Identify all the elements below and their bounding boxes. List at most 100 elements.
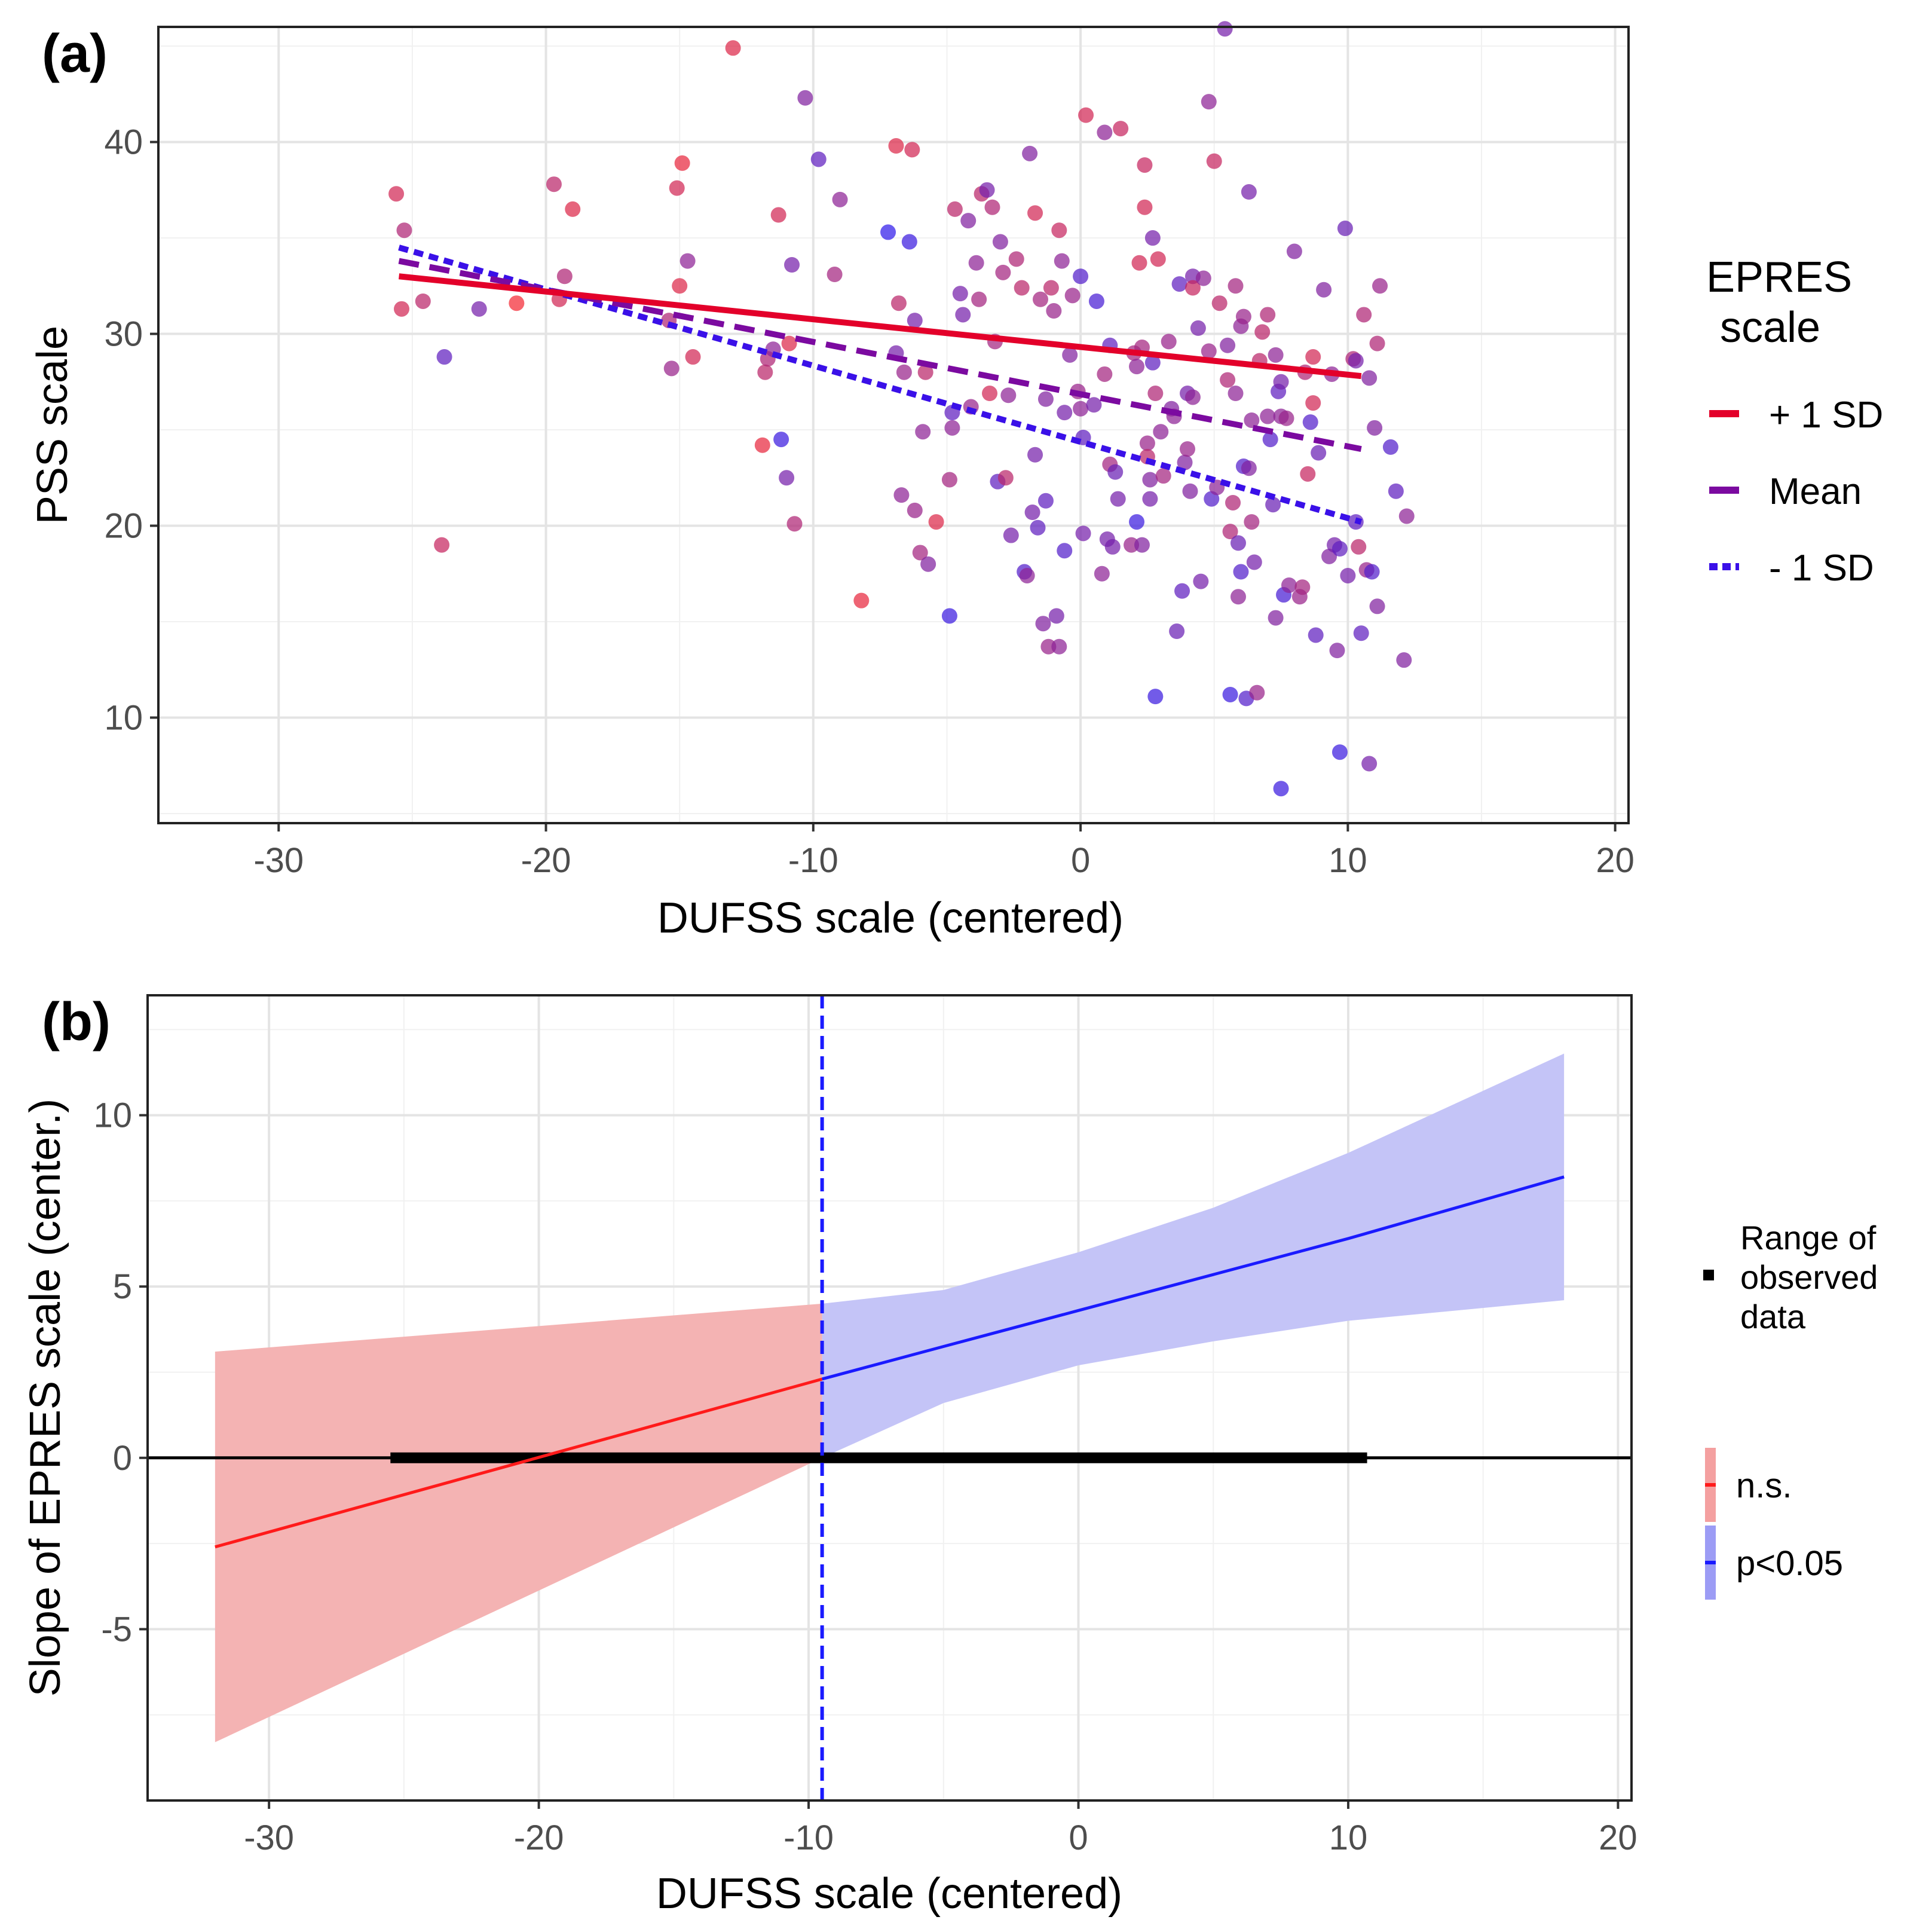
data-point (955, 307, 971, 323)
x-tick-label: -20 (521, 841, 571, 880)
data-point (1057, 543, 1073, 559)
fit-line--1-sd (398, 244, 1363, 525)
data-point (1014, 280, 1030, 296)
data-point (928, 514, 944, 530)
data-point (1078, 107, 1094, 123)
x-tick-label: 10 (1329, 841, 1367, 880)
data-point (546, 176, 562, 192)
data-point (1097, 124, 1113, 140)
data-point (1003, 527, 1019, 543)
data-point (565, 201, 581, 217)
panel-a-points (388, 21, 1415, 797)
data-point (1396, 652, 1412, 668)
panel-a-border (157, 26, 1630, 824)
panel-a-lines (398, 244, 1363, 525)
data-point (786, 516, 803, 532)
data-point (1273, 374, 1289, 390)
data-point (1073, 401, 1089, 417)
x-tick-label: 0 (1069, 1818, 1088, 1857)
data-point (1048, 608, 1064, 624)
panel-b-bands (215, 1053, 1565, 1743)
data-point (1177, 454, 1193, 470)
data-point (1348, 353, 1364, 369)
data-point (1211, 295, 1228, 311)
data-point (1265, 497, 1281, 513)
data-point (1337, 221, 1353, 237)
data-point (1142, 472, 1158, 488)
legend-ns-label: n.s. (1736, 1466, 1792, 1505)
data-point (556, 268, 573, 285)
data-point (1241, 460, 1257, 476)
data-point (685, 349, 701, 365)
data-point (1184, 280, 1201, 296)
data-point (784, 256, 800, 273)
data-point (1353, 625, 1369, 641)
data-point (1361, 370, 1378, 386)
y-tick-label: 5 (113, 1267, 132, 1306)
data-point (947, 201, 963, 217)
data-point (1131, 255, 1147, 271)
data-point (725, 40, 741, 56)
data-point (1340, 567, 1356, 583)
data-point (1305, 349, 1321, 365)
data-point (1281, 577, 1297, 594)
data-point (1030, 519, 1046, 536)
data-point (1316, 282, 1332, 298)
data-point (1137, 157, 1153, 173)
data-point (1051, 222, 1067, 239)
panel-a-grid (158, 27, 1629, 823)
panel-b-ylabel: Slope of EPRES scale (center.) (22, 1099, 69, 1696)
panel-b-ticks: -30 -20 -10 0 10 20 -5 0 5 10 (93, 1096, 1637, 1857)
data-point (1051, 638, 1067, 655)
y-tick-label: 40 (104, 123, 143, 162)
data-point (912, 545, 928, 561)
data-point (1268, 347, 1284, 363)
data-point (968, 255, 984, 271)
data-point (982, 386, 998, 402)
data-point (1174, 583, 1190, 599)
data-point (1190, 320, 1206, 336)
data-point (1019, 567, 1035, 583)
data-point (1220, 337, 1236, 353)
y-tick-label: 0 (113, 1439, 132, 1478)
data-point (1008, 251, 1024, 267)
data-point (1182, 483, 1198, 499)
data-point (1073, 268, 1089, 285)
data-point (1184, 389, 1201, 405)
data-point (1308, 627, 1324, 643)
data-point (797, 90, 813, 106)
data-point (1024, 505, 1040, 521)
x-tick-label: 0 (1071, 841, 1090, 880)
data-point (960, 213, 977, 229)
data-point (941, 472, 957, 488)
data-point (995, 264, 1011, 280)
fit-line--1-sd (399, 273, 1362, 380)
data-point (1230, 535, 1246, 551)
data-point (1367, 420, 1383, 436)
data-point (1244, 514, 1260, 530)
data-point (1356, 307, 1372, 323)
panel-a-legend: EPRES scale + 1 SD Mean - 1 SD (1706, 253, 1883, 589)
data-point (674, 155, 690, 171)
data-point (1364, 564, 1380, 580)
x-tick-label: 20 (1596, 841, 1634, 880)
data-point (901, 234, 917, 250)
data-point (1241, 184, 1257, 200)
data-point (832, 191, 848, 207)
data-point (1139, 435, 1155, 451)
data-point (1033, 291, 1048, 307)
data-point (1097, 366, 1113, 382)
x-tick-label: -30 (253, 841, 304, 880)
data-point (1193, 573, 1209, 589)
data-point (1180, 441, 1195, 457)
data-point (1369, 598, 1385, 615)
panel-b-xlabel: DUFSS scale (centered) (656, 1870, 1122, 1918)
data-point (1268, 610, 1284, 626)
data-point (1398, 508, 1415, 524)
panel-a-xlabel: DUFSS scale (centered) (657, 894, 1124, 942)
x-tick-label: -10 (788, 841, 838, 880)
data-point (1249, 684, 1265, 701)
legend-a-title-line2: scale (1720, 304, 1820, 351)
legend-observed-key (1703, 1270, 1714, 1280)
